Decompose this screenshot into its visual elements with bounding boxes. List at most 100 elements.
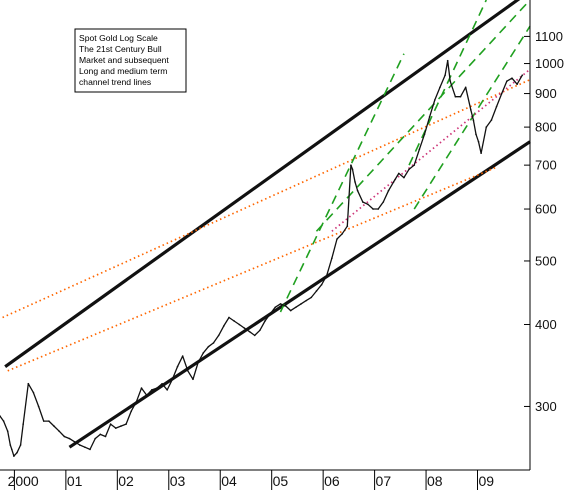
- price-point: [480, 152, 482, 154]
- price-point: [161, 382, 163, 385]
- price-point: [341, 233, 343, 235]
- price-point: [449, 80, 452, 82]
- annotation-line-5: channel trend lines: [79, 77, 151, 87]
- price-point: [354, 181, 356, 183]
- price-point: [16, 451, 18, 454]
- price-point: [269, 313, 271, 315]
- price-point: [413, 164, 416, 166]
- price-point: [150, 389, 153, 391]
- trend-line-2: [68, 140, 531, 449]
- price-point: [2, 420, 5, 422]
- price-point: [331, 257, 333, 259]
- price-point: [387, 189, 390, 192]
- price-point: [446, 59, 449, 62]
- price-point: [187, 370, 189, 372]
- x-tick-label: 03: [170, 473, 186, 489]
- price-point: [192, 378, 194, 381]
- price-point: [13, 455, 15, 457]
- price-point: [0, 415, 1, 417]
- price-point: [171, 378, 174, 381]
- x-tick-label: 2000: [8, 473, 39, 489]
- price-point: [217, 334, 220, 337]
- price-point: [212, 342, 215, 344]
- price-point: [521, 74, 524, 76]
- price-point: [9, 444, 12, 446]
- price-point: [472, 119, 475, 121]
- price-point: [181, 355, 184, 357]
- annotation-frame: [74, 28, 187, 93]
- x-tick-label: 09: [478, 473, 494, 489]
- y-tick-label: 700: [535, 158, 557, 173]
- price-point: [274, 306, 277, 309]
- price-point: [58, 430, 60, 433]
- price-point: [305, 299, 307, 302]
- price-point: [346, 225, 349, 227]
- price-point: [68, 437, 71, 440]
- price-point: [444, 74, 446, 76]
- price-point: [454, 95, 457, 98]
- annotation-line-2: The 21st Century Bull: [79, 44, 162, 54]
- trend-line-3: [2, 78, 531, 319]
- price-point: [423, 133, 426, 136]
- price-point: [207, 345, 210, 348]
- price-point: [392, 181, 395, 183]
- price-point: [176, 365, 179, 368]
- price-point: [500, 92, 503, 95]
- annotation-box: Spot Gold Log Scale The 21st Century Bul…: [74, 28, 187, 93]
- price-point: [382, 201, 385, 203]
- price-point: [428, 115, 431, 118]
- trend-line-1: [4, 0, 521, 368]
- trend-line-7: [315, 0, 531, 232]
- price-point: [37, 405, 40, 408]
- price-point: [259, 329, 261, 332]
- price-point: [166, 389, 169, 391]
- price-point: [464, 86, 467, 89]
- price-point: [11, 448, 13, 451]
- axes: [0, 0, 531, 471]
- price-point: [264, 320, 266, 322]
- price-point: [434, 99, 436, 101]
- price-point: [125, 423, 127, 425]
- price-point: [367, 203, 369, 206]
- price-point: [53, 425, 55, 427]
- price-point: [109, 423, 112, 425]
- price-point: [130, 410, 133, 413]
- x-tick-label: 02: [118, 473, 134, 489]
- price-point: [73, 440, 76, 443]
- price-point: [135, 400, 138, 403]
- price-point: [233, 320, 235, 322]
- annotation-line-3: Market and subsequent: [79, 55, 169, 65]
- trend-lines: [2, 0, 531, 449]
- price-point: [372, 208, 374, 210]
- y-tick-label: 900: [535, 86, 557, 101]
- price-point: [320, 283, 323, 286]
- trend-line-5: [279, 53, 405, 313]
- price-point: [300, 303, 302, 305]
- price-point: [243, 327, 246, 329]
- y-tick-label: 500: [535, 253, 557, 268]
- price-point: [94, 437, 96, 440]
- price-point: [459, 95, 462, 98]
- price-point: [356, 189, 359, 192]
- price-point: [418, 148, 421, 151]
- price-point: [516, 83, 518, 86]
- price-point: [22, 423, 24, 425]
- price-point: [475, 133, 477, 136]
- price-point: [506, 80, 508, 82]
- price-point: [156, 387, 158, 389]
- price-point: [145, 394, 148, 397]
- y-tick-label: 1100: [535, 29, 563, 44]
- price-series: [0, 59, 524, 457]
- price-point: [295, 306, 297, 309]
- price-point: [470, 109, 472, 111]
- price-point: [377, 208, 380, 210]
- price-point: [42, 420, 45, 422]
- price-point: [361, 201, 364, 203]
- y-tick-label: 300: [535, 399, 557, 414]
- x-tick-label: 04: [221, 473, 237, 489]
- y-ticks: 300 400 500 600 700 800 900 1000 1100: [524, 29, 564, 414]
- price-point: [253, 334, 256, 337]
- annotation-line-1: Spot Gold Log Scale: [79, 33, 158, 43]
- trend-line-4: [7, 166, 497, 372]
